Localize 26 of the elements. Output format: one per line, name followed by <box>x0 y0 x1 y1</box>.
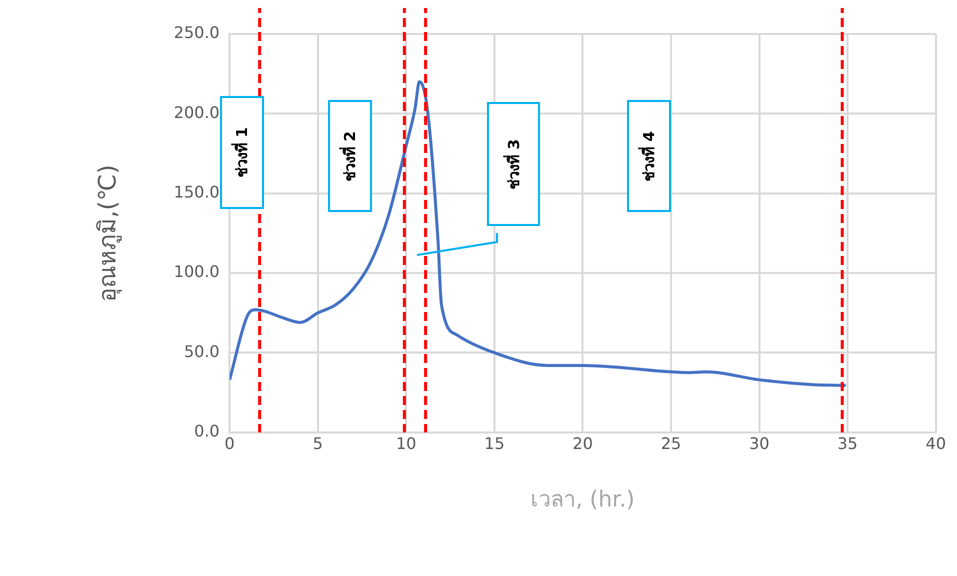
annotation: ช่วงที่ 1 <box>232 127 252 178</box>
text-box: ช่วงที่ 3 <box>487 102 540 226</box>
annotation: ช่วงที่ 4 <box>638 130 659 182</box>
y-tick-label: 50.0 <box>184 342 220 361</box>
y-tick-label: 0.0 <box>194 422 220 441</box>
annotation: ช่วงที่ 3 <box>503 138 524 190</box>
y-tick-label: 200.0 <box>174 102 220 122</box>
x-tick-label: 35 <box>837 434 858 454</box>
y-axis-title: อุณหภูมิ,(℃) <box>94 164 123 302</box>
line-series <box>230 80 848 387</box>
x-tick-label: 25 <box>660 434 682 454</box>
x-tick-label: 15 <box>484 434 505 454</box>
text-box: ช่วงที่ 4 <box>627 100 671 212</box>
x-tick-label: 20 <box>572 434 593 454</box>
y-tick-label: 250.0 <box>174 23 220 42</box>
x-axis-title: เวลา, (hr.) <box>530 488 635 513</box>
x-tick-label: 10 <box>396 434 416 454</box>
x-tick-label: 30 <box>749 434 770 454</box>
text-box: ช่วงที่ 1 <box>220 96 264 209</box>
text-box: ช่วงที่ 2 <box>328 100 372 212</box>
x-tick-label: 40 <box>926 434 946 454</box>
y-tick-label: 150.0 <box>174 182 220 202</box>
x-tick-label: 5 <box>312 434 323 454</box>
y-tick-label: 100.0 <box>174 262 220 282</box>
x-tick-label: 0 <box>224 434 235 454</box>
annotation: ช่วงที่ 2 <box>340 130 360 182</box>
